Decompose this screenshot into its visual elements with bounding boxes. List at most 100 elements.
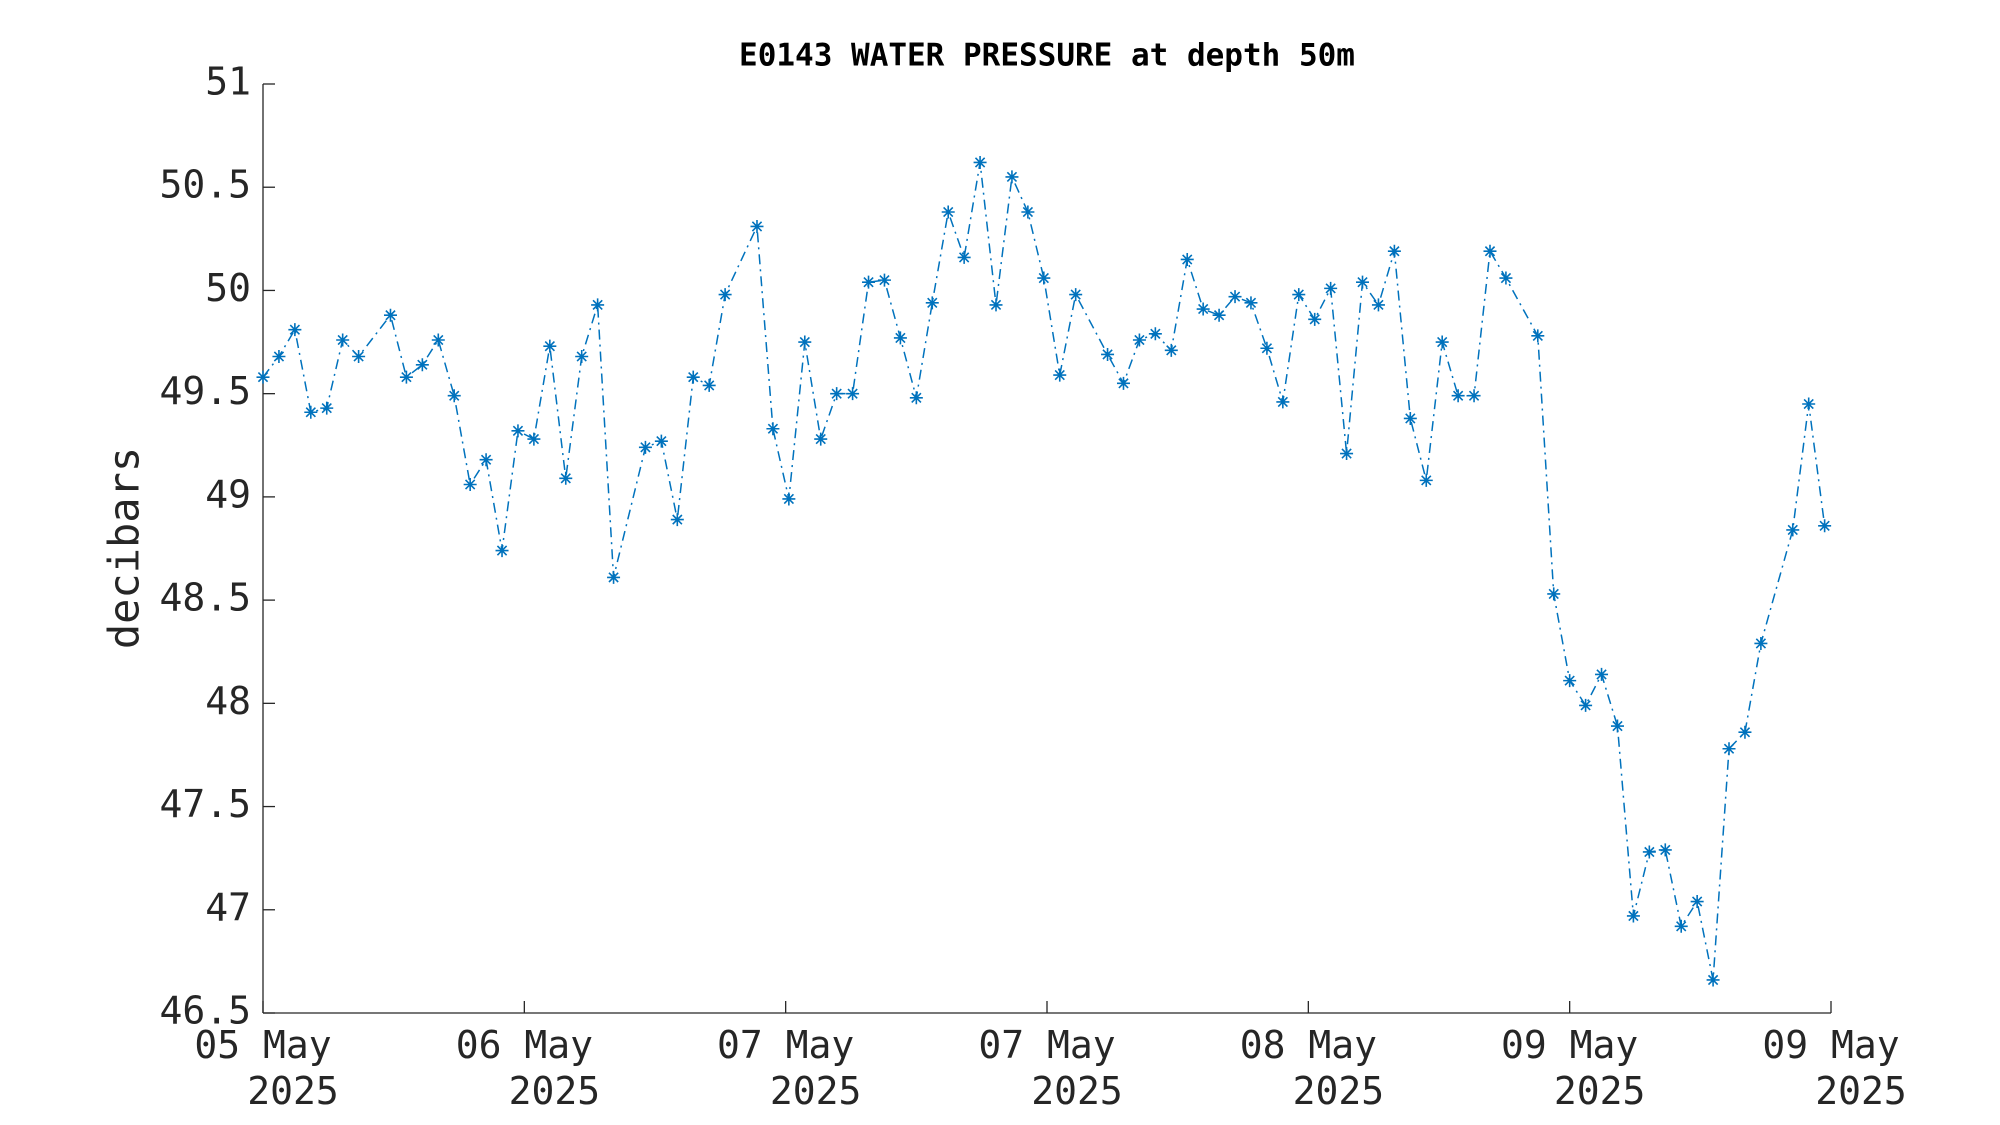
data-point [1658,843,1672,857]
y-tick-label: 49.5 [159,369,251,413]
data-point [1626,909,1640,923]
data-point [925,296,939,310]
x-tick-label-line: 2025 [509,1069,601,1113]
data-point [1180,252,1194,266]
y-tick-label: 48.5 [159,576,251,620]
data-point [1722,742,1736,756]
y-tick-label: 50.5 [159,163,251,207]
data-point [272,350,286,364]
x-tick-label: 08 May 2025 [1240,1023,1384,1113]
data-point [1674,919,1688,933]
data-point [686,370,700,384]
data-point [702,378,716,392]
data-point [1419,473,1433,487]
y-axis-label: decibars [100,447,149,649]
data-point [718,288,732,302]
data-point [1196,302,1210,316]
data-point [1642,845,1656,859]
data-point [1324,281,1338,295]
x-tick-label: 07 May 2025 [717,1023,861,1113]
data-point [288,323,302,337]
data-point [1499,271,1513,285]
data-point [766,422,780,436]
data-point [1244,296,1258,310]
data-point [1005,170,1019,184]
x-tick-label-line: 2025 [1031,1069,1123,1113]
data-point [431,333,445,347]
data-point [1148,327,1162,341]
x-tick-label: 09 May 2025 [1762,1023,1906,1113]
x-tick-label-line: 07 May [978,1023,1115,1067]
data-point [1340,447,1354,461]
data-point [304,405,318,419]
data-point [495,544,509,558]
data-point [1292,288,1306,302]
data-point [383,308,397,322]
data-point [893,331,907,345]
data-point [1356,275,1370,289]
data-point [256,370,270,384]
data-line [262,162,1826,981]
y-tick-label: 47 [205,885,251,929]
data-point [638,440,652,454]
x-tick-label-line: 05 May [194,1023,331,1067]
data-point [862,275,876,289]
data-point [1403,411,1417,425]
data-point [479,453,493,467]
x-tick-label-line: 2025 [770,1069,862,1113]
data-point [782,492,796,506]
data-point [1579,698,1593,712]
y-tick-label: 47.5 [159,782,251,826]
x-tick-label-line: 06 May [456,1023,593,1067]
data-point [1802,397,1816,411]
data-point [1132,333,1146,347]
data-point [1690,895,1704,909]
data-point [1053,368,1067,382]
data-point [1164,343,1178,357]
x-tick-label-line: 2025 [1293,1069,1385,1113]
data-point [575,350,589,364]
data-point [607,570,621,584]
x-tick-label-line: 09 May [1762,1023,1899,1067]
data-point [1754,636,1768,650]
x-tick-label-line: 07 May [717,1023,854,1067]
x-tick-label-line: 2025 [1554,1069,1646,1113]
x-tick-label-line: 08 May [1240,1023,1377,1067]
data-point [1308,312,1322,326]
data-point [1563,674,1577,688]
data-point [336,333,350,347]
data-point [1069,288,1083,302]
data-point [1467,389,1481,403]
data-point [1021,205,1035,219]
data-point [543,339,557,353]
data-point [670,513,684,527]
data-point [463,478,477,492]
data-point [1387,244,1401,258]
y-tick-label: 46.5 [159,989,251,1033]
data-point [909,391,923,405]
data-point [511,424,525,438]
data-point [1260,341,1274,355]
data-point [1116,376,1130,390]
data-point [1595,667,1609,681]
data-point [320,401,334,415]
data-point [957,250,971,264]
data-point [654,434,668,448]
data-point [1818,519,1832,533]
data-point [989,298,1003,312]
x-tick-label-line: 2025 [1815,1069,1907,1113]
data-point [846,387,860,401]
data-point [1547,587,1561,601]
data-point [973,155,987,169]
data-point [399,370,413,384]
data-point [798,335,812,349]
data-point [1276,395,1290,409]
x-tick-label-line: 09 May [1501,1023,1638,1067]
data-point [1228,290,1242,304]
data-point [1212,308,1226,322]
data-point [1483,244,1497,258]
data-point [1706,973,1720,987]
data-point [1531,329,1545,343]
data-point [1435,335,1449,349]
